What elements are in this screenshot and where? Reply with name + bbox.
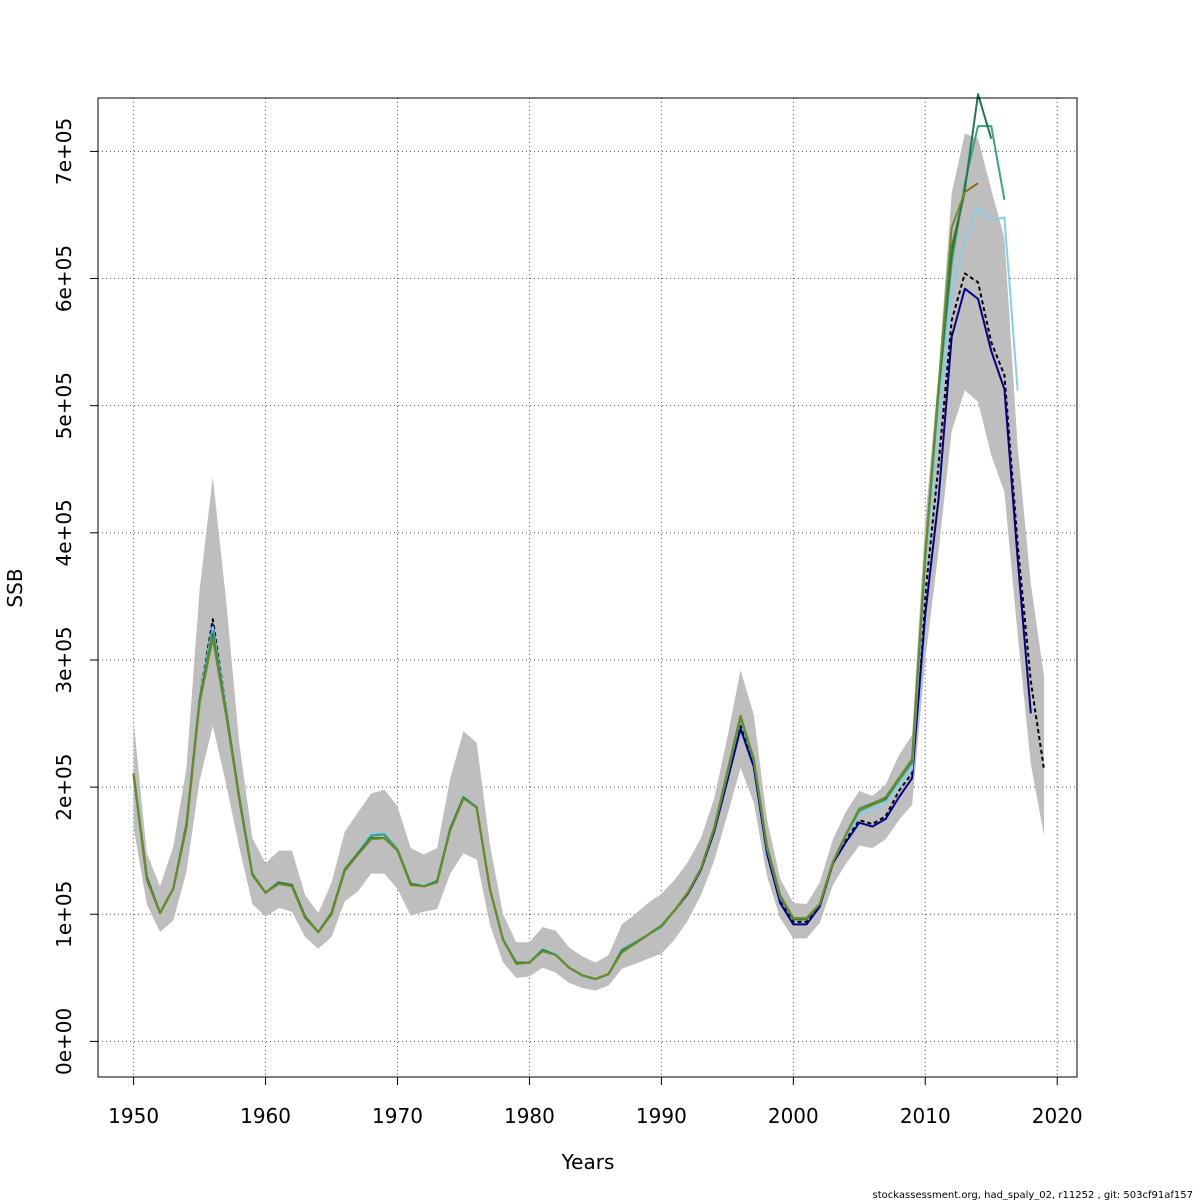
y-axis: 0e+00 1e+05 2e+05 3e+05 4e+05 5e+05 6e+05 7e+05 <box>52 118 99 1075</box>
y-tick-label: 6e+05 <box>52 245 76 312</box>
y-tick-label: 5e+05 <box>52 372 76 439</box>
x-tick-label: 1970 <box>372 1104 423 1128</box>
y-tick-label: 4e+05 <box>52 499 76 566</box>
confidence-band-group <box>133 133 1045 991</box>
x-tick-label: 2000 <box>768 1104 819 1128</box>
x-tick-label: 1960 <box>240 1104 291 1128</box>
x-tick-label: 1980 <box>504 1104 555 1128</box>
y-tick-label: 1e+05 <box>52 881 76 948</box>
series-lines-group <box>132 93 1046 981</box>
x-tick-label: 1990 <box>636 1104 687 1128</box>
y-tick-label: 0e+00 <box>52 1008 76 1075</box>
footer-credit: stockassessment.org, had_spaly_02, r1125… <box>873 1190 1193 1200</box>
x-tick-label: 2020 <box>1032 1104 1083 1128</box>
x-tick-label: 1950 <box>108 1104 159 1128</box>
series-line-4 <box>132 124 1006 981</box>
y-tick-label: 3e+05 <box>52 626 76 693</box>
confidence-band <box>133 133 1045 991</box>
y-tick-label: 7e+05 <box>52 118 76 185</box>
y-tick-label: 2e+05 <box>52 753 76 820</box>
x-tick-label: 2010 <box>900 1104 951 1128</box>
y-axis-title: SSB <box>3 568 27 607</box>
x-axis-title: Years <box>561 1150 615 1174</box>
series-line-6 <box>132 93 993 981</box>
series-line-7 <box>132 191 966 981</box>
x-axis: 1950 1960 1970 1980 1990 2000 2010 2020 <box>108 1076 1083 1128</box>
